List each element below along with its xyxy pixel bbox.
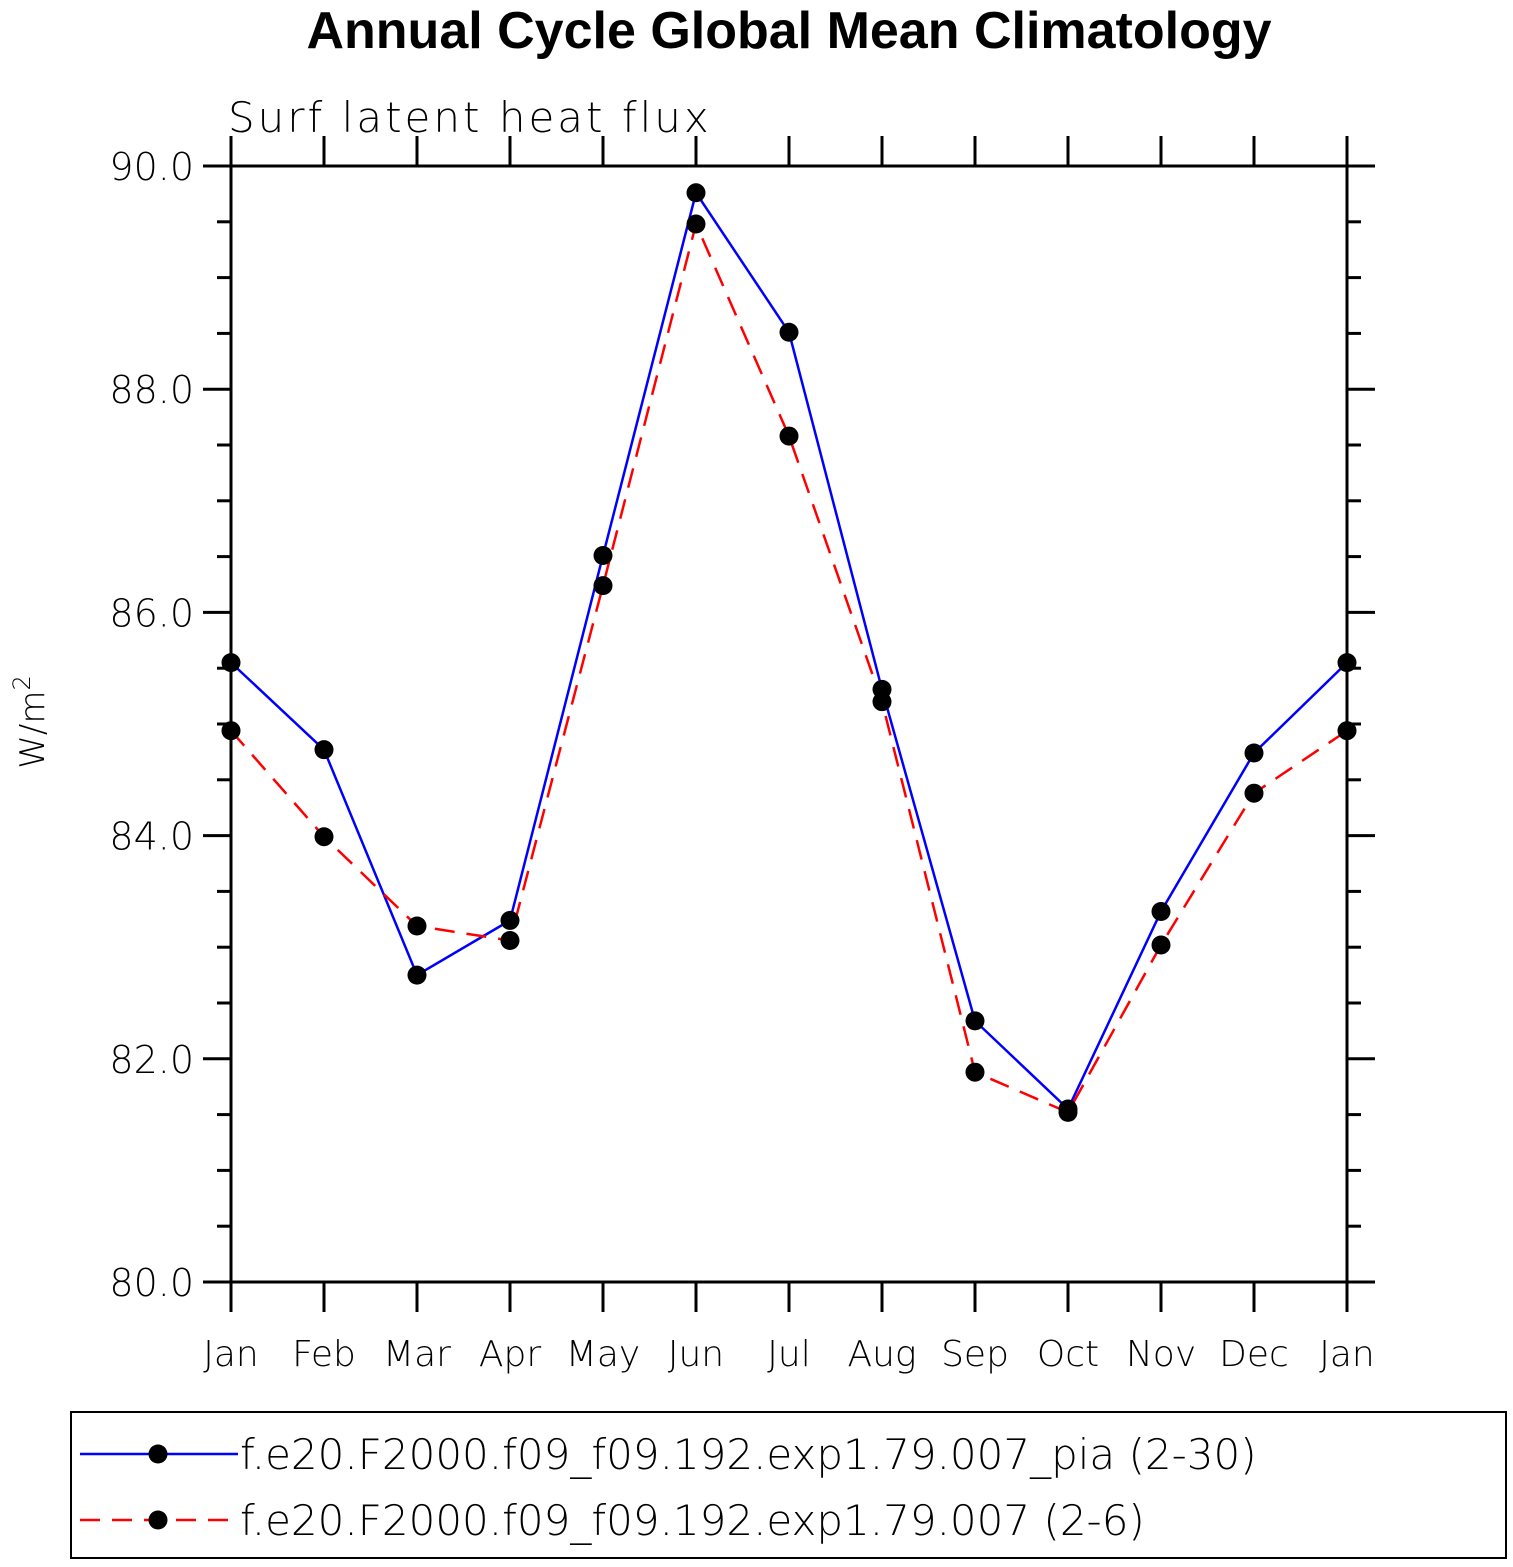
y-axis-label: W/m2 xyxy=(8,675,53,768)
series-2-point xyxy=(872,692,892,712)
series-2-point xyxy=(1337,721,1357,741)
series-2-point xyxy=(221,721,241,741)
legend-box xyxy=(70,1411,1507,1559)
series-2-point xyxy=(779,426,799,446)
series-2-point xyxy=(500,931,520,951)
series-layer xyxy=(221,183,1357,1122)
x-tick-label: Jul xyxy=(767,1334,810,1375)
x-tick-label: Dec xyxy=(1219,1334,1289,1375)
x-tick-label: Feb xyxy=(292,1334,356,1375)
series-2-point xyxy=(1151,935,1171,955)
x-tick-label: Jan xyxy=(1319,1334,1375,1375)
series-1-point xyxy=(500,910,520,930)
x-tick-label: Jun xyxy=(668,1334,724,1375)
y-axis-label-superscript: 2 xyxy=(8,675,36,690)
series-2-point xyxy=(407,916,427,936)
series-2-point xyxy=(965,1062,985,1082)
y-tick-label: 86.0 xyxy=(109,591,194,635)
series-1-point xyxy=(221,653,241,673)
series-1-point xyxy=(686,183,706,203)
chart-subtitle: Surf latent heat flux xyxy=(228,93,712,142)
x-tick-label: Oct xyxy=(1037,1334,1099,1375)
series-1-point xyxy=(1244,743,1264,763)
legend-label-2: f.e20.F2000.f09_f09.192.exp1.79.007 (2-6… xyxy=(240,1496,1145,1545)
series-1-point xyxy=(1151,901,1171,921)
series-1-point xyxy=(1337,653,1357,673)
series-1-point xyxy=(314,740,334,760)
y-axis-label-base: W/m xyxy=(13,691,53,769)
legend-marker-1 xyxy=(148,1444,168,1464)
chart-title: Annual Cycle Global Mean Climatology xyxy=(306,2,1271,60)
series-2-point xyxy=(1244,783,1264,803)
x-tick-label: Apr xyxy=(479,1334,541,1375)
series-2-point xyxy=(686,214,706,234)
series-1-point xyxy=(407,965,427,985)
y-tick-label: 88.0 xyxy=(109,368,194,412)
axes-group: 80.0 82.0 84.0 86.0 88.0 90.0 Jan Feb Mar Apr May J… xyxy=(109,136,1375,1375)
y-tick-label: 82.0 xyxy=(109,1038,194,1082)
series-2-point xyxy=(593,576,613,596)
y-tick-label: 80.0 xyxy=(109,1261,194,1305)
series-2-point xyxy=(1058,1102,1078,1122)
legend-marker-2 xyxy=(148,1510,168,1530)
legend: f.e20.F2000.f09_f09.192.exp1.79.007_pia … xyxy=(70,1411,1507,1559)
y-tick-label: 90.0 xyxy=(109,145,194,189)
legend-entries: f.e20.F2000.f09_f09.192.exp1.79.007_pia … xyxy=(80,1430,1257,1545)
series-2-point xyxy=(314,827,334,847)
series-line-2 xyxy=(230,220,1348,1114)
x-tick-label: Sep xyxy=(941,1334,1009,1375)
series-1-point xyxy=(779,322,799,342)
x-tick-label: Nov xyxy=(1126,1334,1196,1375)
x-tick-label: Aug xyxy=(847,1334,916,1375)
series-1-point xyxy=(593,545,613,565)
y-tick-label: 84.0 xyxy=(109,815,194,859)
legend-label-1: f.e20.F2000.f09_f09.192.exp1.79.007_pia … xyxy=(240,1430,1257,1479)
x-tick-label: May xyxy=(566,1334,640,1375)
x-tick-label: Mar xyxy=(383,1334,451,1375)
x-tick-label: Jan xyxy=(203,1334,259,1375)
series-1-point xyxy=(965,1011,985,1031)
